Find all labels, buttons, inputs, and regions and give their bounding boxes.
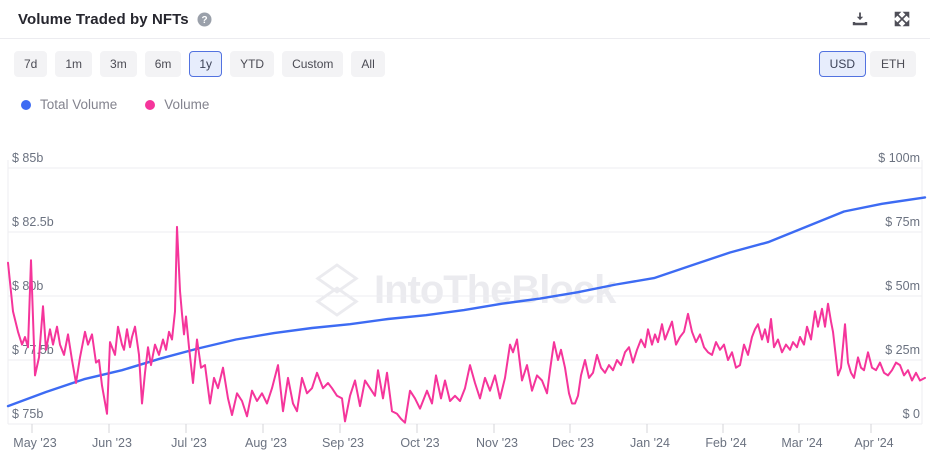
left-axis-tick-label: $ 85b [12, 151, 43, 165]
x-axis-tick-label: Dec '23 [552, 436, 594, 450]
right-axis-tick-label: $ 0 [903, 407, 920, 421]
left-axis-tick-label: $ 75b [12, 407, 43, 421]
legend-item-total-volume[interactable]: Total Volume [21, 97, 117, 112]
volume-dot-icon [145, 99, 156, 110]
x-axis-tick-label: Oct '23 [400, 436, 439, 450]
left-axis-tick-label: $ 80b [12, 279, 43, 293]
x-axis-tick-label: Mar '24 [781, 436, 822, 450]
page-title: Volume Traded by NFTs [18, 10, 189, 28]
x-axis-tick-label: Apr '24 [854, 436, 893, 450]
series-line-total-volume[interactable] [6, 196, 927, 408]
left-axis-tick-label: $ 82.5b [12, 215, 54, 229]
left-axis-tick-label: $ 77.5b [12, 343, 54, 357]
help-icon[interactable]: ? [197, 12, 212, 27]
x-axis-tick-label: Jun '23 [92, 436, 132, 450]
x-axis-tick-label: Jul '23 [171, 436, 207, 450]
right-axis-tick-label: $ 25m [885, 343, 920, 357]
range-button-1y[interactable]: 1y [189, 50, 223, 78]
x-axis-tick-label: Sep '23 [322, 436, 364, 450]
fullscreen-icon[interactable] [892, 9, 912, 29]
time-range-group: 7d 1m 3m 6m 1y YTD Custom All [14, 50, 385, 78]
widget-header: Volume Traded by NFTs ? [0, 0, 930, 39]
range-button-ytd[interactable]: YTD [230, 50, 275, 78]
x-axis-tick-label: Jan '24 [630, 436, 670, 450]
legend-label: Volume [164, 97, 210, 112]
right-axis-tick-label: $ 100m [878, 151, 920, 165]
legend-item-volume[interactable]: Volume [145, 97, 209, 112]
toolbar: 7d 1m 3m 6m 1y YTD Custom All USD ETH [0, 48, 930, 80]
currency-toggle: USD ETH [818, 50, 916, 78]
download-icon[interactable] [850, 9, 870, 29]
total-volume-dot-icon [21, 99, 31, 110]
range-button-6m[interactable]: 6m [144, 50, 182, 78]
range-button-all[interactable]: All [351, 50, 385, 78]
x-axis-tick-label: Nov '23 [476, 436, 518, 450]
right-axis-tick-label: $ 75m [885, 215, 920, 229]
range-button-7d[interactable]: 7d [14, 50, 48, 78]
right-axis-tick-label: $ 50m [885, 279, 920, 293]
range-button-1m[interactable]: 1m [55, 50, 93, 78]
x-axis-tick-label: Aug '23 [245, 436, 287, 450]
range-button-3m[interactable]: 3m [100, 50, 137, 78]
range-button-custom[interactable]: Custom [282, 50, 344, 78]
legend-label: Total Volume [40, 97, 118, 112]
header-actions [850, 9, 912, 29]
x-axis-tick-label: Feb '24 [705, 436, 746, 450]
legend: Total Volume Volume [21, 97, 209, 112]
unit-button-usd[interactable]: USD [818, 50, 866, 78]
series-line-volume[interactable] [7, 225, 926, 424]
x-axis-tick-label: May '23 [13, 436, 56, 450]
svg-text:?: ? [201, 15, 207, 26]
unit-button-eth[interactable]: ETH [870, 50, 916, 78]
